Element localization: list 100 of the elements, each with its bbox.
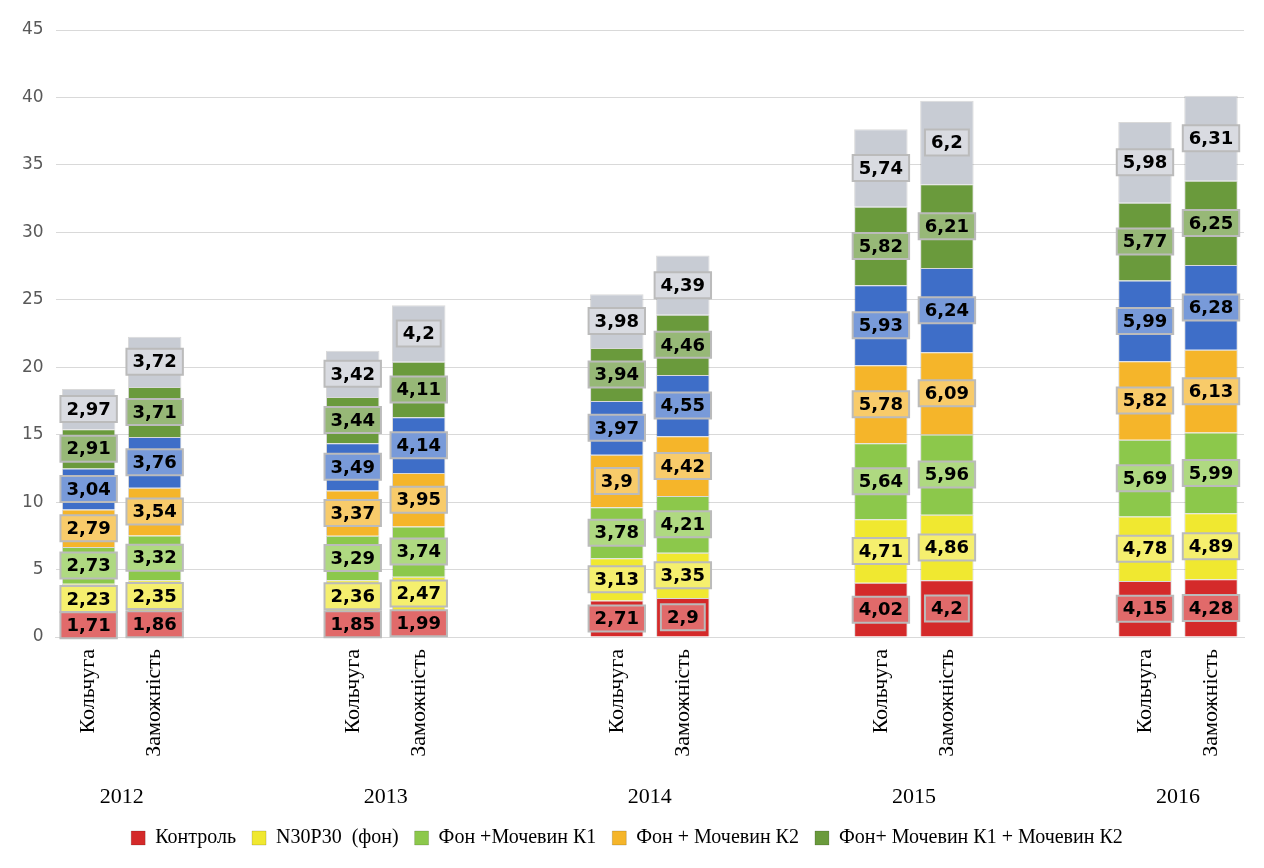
data-label: 3,13 (594, 568, 640, 590)
data-label: 4,21 (660, 512, 706, 534)
y-tick-label: 20 (21, 355, 44, 376)
data-label: 3,42 (330, 362, 375, 384)
data-label: 4,2 (402, 322, 435, 344)
data-label: 4,42 (660, 454, 706, 476)
data-label: 4,78 (1122, 537, 1168, 559)
data-label: 4,2 (930, 597, 963, 619)
data-label: 3,44 (330, 408, 375, 430)
data-label: 2,36 (330, 584, 375, 606)
data-label: 6,25 (1188, 211, 1234, 233)
data-label: 2,97 (66, 397, 111, 419)
data-label: 2,73 (66, 554, 111, 576)
data-label: 4,14 (396, 433, 441, 455)
x-tick-label: Кольчуга (866, 648, 892, 734)
data-label: 1,71 (66, 613, 111, 635)
data-label: 3,98 (594, 309, 640, 331)
data-label: 3,71 (132, 400, 177, 422)
data-label: 3,95 (396, 488, 441, 510)
data-label: 5,96 (924, 463, 970, 485)
data-label: 6,21 (924, 214, 970, 236)
text: 2015 (891, 782, 936, 808)
x-tick-label: Кольчуга (602, 648, 628, 734)
data-label: 6,28 (1188, 296, 1234, 318)
data-label: 4,55 (660, 394, 706, 416)
data-label: 1,86 (132, 612, 177, 634)
data-label: 5,93 (858, 313, 904, 335)
y-tick-label: 0 (32, 625, 44, 646)
data-label: 5,78 (858, 392, 904, 414)
data-label: 2,47 (396, 582, 441, 604)
x-tick-label: Заможність (140, 649, 166, 757)
data-label: 4,11 (396, 378, 441, 400)
data-label: 5,77 (1122, 230, 1168, 252)
y-tick-label: 45 (21, 18, 44, 39)
y-tick-label: 30 (21, 220, 44, 241)
text: 2013 (363, 782, 408, 808)
x-tick-label: Заможність (932, 649, 958, 757)
data-label: 3,37 (330, 501, 375, 523)
y-tick-label: 15 (21, 423, 44, 444)
data-label: 4,28 (1188, 596, 1234, 618)
x-tick-label: Заможність (1196, 649, 1222, 757)
data-label: 2,71 (594, 607, 640, 629)
x-tick-label: Кольчуга (74, 648, 100, 734)
data-label: 5,64 (858, 469, 904, 491)
data-label: 6,2 (930, 131, 963, 153)
y-tick-label: 5 (32, 557, 44, 578)
text: 2016 (1155, 782, 1200, 808)
data-label: 3,78 (594, 521, 640, 543)
data-label: 6,09 (924, 382, 970, 403)
legend-label: Фон +Мочевин К1 (438, 825, 597, 848)
text: 2012 (99, 782, 144, 808)
x-tick-label: Заможність (668, 649, 694, 757)
legend-label: Фон + Мочевин К2 (636, 825, 799, 848)
y-tick-label: 40 (21, 85, 44, 106)
x-tick-label: Заможність (404, 649, 430, 757)
data-label: 3,9 (600, 469, 633, 491)
data-label: 4,46 (660, 333, 706, 355)
data-label: 3,94 (594, 363, 640, 385)
data-label: 4,39 (660, 273, 706, 295)
data-label: 4,02 (858, 598, 904, 620)
data-label: 3,04 (66, 477, 111, 499)
data-label: 2,9 (666, 605, 699, 627)
data-label: 2,79 (66, 516, 111, 538)
data-label: 3,35 (660, 563, 706, 585)
y-tick-label: 35 (21, 153, 44, 174)
legend-label: N30P30 (фон) (276, 825, 399, 849)
data-label: 6,13 (1188, 379, 1234, 401)
data-label: 6,31 (1188, 126, 1234, 148)
data-label: 5,99 (1188, 461, 1234, 483)
data-label: 4,15 (1122, 597, 1168, 619)
data-label: 5,69 (1122, 466, 1168, 488)
data-label: 3,29 (330, 546, 375, 568)
x-tick-label: Кольчуга (1130, 648, 1156, 734)
data-label: 3,32 (132, 546, 177, 568)
text: 2014 (627, 782, 672, 808)
data-label: 2,35 (132, 584, 177, 606)
data-label: 5,82 (1122, 389, 1168, 411)
data-label: 5,99 (1122, 309, 1168, 331)
data-label: 3,97 (594, 416, 640, 438)
data-label: 2,23 (66, 587, 111, 609)
data-label: 5,98 (1122, 151, 1168, 172)
data-label: 3,72 (132, 350, 177, 372)
data-label: 4,89 (1188, 534, 1234, 556)
data-label: 3,49 (330, 455, 375, 477)
legend-label: Контроль (155, 825, 237, 849)
data-label: 6,24 (924, 298, 970, 320)
data-label: 1,99 (396, 612, 441, 633)
data-label: 2,91 (66, 437, 111, 459)
data-label: 4,86 (924, 536, 970, 558)
data-label: 3,76 (132, 450, 177, 472)
legend-label: Фон+ Мочевин К1 + Мочевин К2 (838, 825, 1123, 848)
y-tick-label: 10 (21, 490, 44, 511)
data-label: 4,71 (858, 539, 904, 561)
x-tick-label: Кольчуга (338, 648, 364, 734)
data-label: 5,82 (858, 234, 904, 256)
y-tick-label: 25 (21, 288, 44, 309)
data-label: 5,74 (858, 156, 904, 178)
data-label: 3,54 (132, 500, 177, 522)
data-label: 3,74 (396, 540, 441, 562)
data-label: 1,85 (330, 612, 375, 634)
